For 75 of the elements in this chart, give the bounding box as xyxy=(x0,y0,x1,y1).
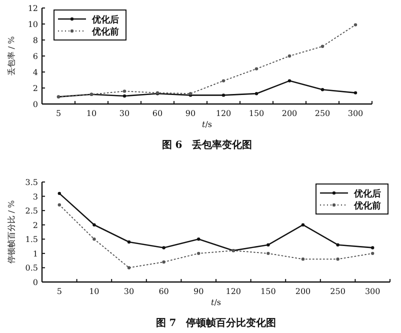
point xyxy=(58,203,61,206)
x-tick-label: 120 xyxy=(216,109,232,118)
legend-label: 优化前 xyxy=(353,200,381,212)
point xyxy=(222,94,226,97)
x-tick-label: 60 xyxy=(152,109,163,118)
point xyxy=(254,92,258,96)
point xyxy=(320,88,324,92)
y-tick-label: 0 xyxy=(32,278,38,287)
point xyxy=(197,252,200,256)
point xyxy=(162,246,166,250)
point xyxy=(254,67,258,70)
point xyxy=(288,54,292,58)
point xyxy=(301,223,305,226)
y-tick-label: 2 xyxy=(32,84,38,93)
x-tick-label: 300 xyxy=(348,109,364,118)
x-tick-label: 150 xyxy=(248,109,264,118)
x-tick-label: 150 xyxy=(260,287,276,296)
y-axis-title: 丢包率 / % xyxy=(7,36,16,76)
point xyxy=(122,90,126,93)
point xyxy=(371,246,374,250)
x-tick-label: 120 xyxy=(226,287,242,296)
point xyxy=(266,243,270,246)
x-tick-label: 250 xyxy=(330,287,346,296)
point xyxy=(92,223,96,226)
y-tick-label: 6 xyxy=(32,52,38,61)
y-tick-label: 2.5 xyxy=(25,206,38,216)
point xyxy=(266,252,270,256)
y-tick-label: 10 xyxy=(28,20,38,29)
y-tick-label: 2 xyxy=(32,220,38,230)
point xyxy=(58,192,61,196)
y-tick-label: 3 xyxy=(32,192,38,202)
x-tick-label: 5 xyxy=(56,109,62,118)
legend-label: 优化后 xyxy=(91,14,119,26)
x-tick-label: 10 xyxy=(86,109,97,118)
x-axis-title: t/s xyxy=(210,298,222,307)
y-tick-label: 12 xyxy=(28,4,38,13)
x-tick-label: 30 xyxy=(124,287,134,296)
point xyxy=(222,79,226,82)
x-tick-label: 200 xyxy=(295,287,311,296)
point xyxy=(127,240,131,244)
point xyxy=(92,238,96,241)
point xyxy=(197,238,200,241)
legend-label: 优化前 xyxy=(91,26,119,38)
legend-label: 优化后 xyxy=(353,188,381,200)
x-tick-label: 30 xyxy=(119,109,130,118)
y-tick-label: 3.5 xyxy=(25,178,38,187)
y-tick-label: 1.5 xyxy=(25,235,38,244)
text: 图 7 停顿帧百分比变化图 xyxy=(156,317,276,329)
point xyxy=(127,266,131,270)
point xyxy=(288,79,292,82)
x-tick-label: 90 xyxy=(185,109,196,118)
y-tick-label: 4 xyxy=(32,68,38,77)
x-tick-label: 10 xyxy=(89,287,100,296)
point xyxy=(354,23,358,26)
y-tick-label: 1 xyxy=(32,249,38,258)
x-tick-label: 5 xyxy=(56,287,62,296)
point xyxy=(301,258,305,261)
y-tick-label: 8 xyxy=(32,36,38,45)
point xyxy=(336,258,340,261)
text: 图 6 丢包率变化图 xyxy=(162,139,252,151)
x-tick-label: 250 xyxy=(314,109,330,118)
point xyxy=(336,243,340,246)
y-tick-label: 0 xyxy=(32,100,38,109)
x-tick-label: 90 xyxy=(194,287,204,296)
point xyxy=(162,260,166,264)
x-tick-label: 60 xyxy=(158,287,169,296)
point xyxy=(122,94,126,98)
x-tick-label: 300 xyxy=(364,287,380,296)
point xyxy=(354,91,358,94)
point xyxy=(320,44,324,48)
x-tick-label: 200 xyxy=(282,109,298,118)
x-axis-title: t/s xyxy=(202,120,212,129)
point xyxy=(371,252,374,256)
y-tick-label: 0.5 xyxy=(25,264,38,273)
y-axis-title: 停顿帧百分比 / % xyxy=(7,200,16,264)
